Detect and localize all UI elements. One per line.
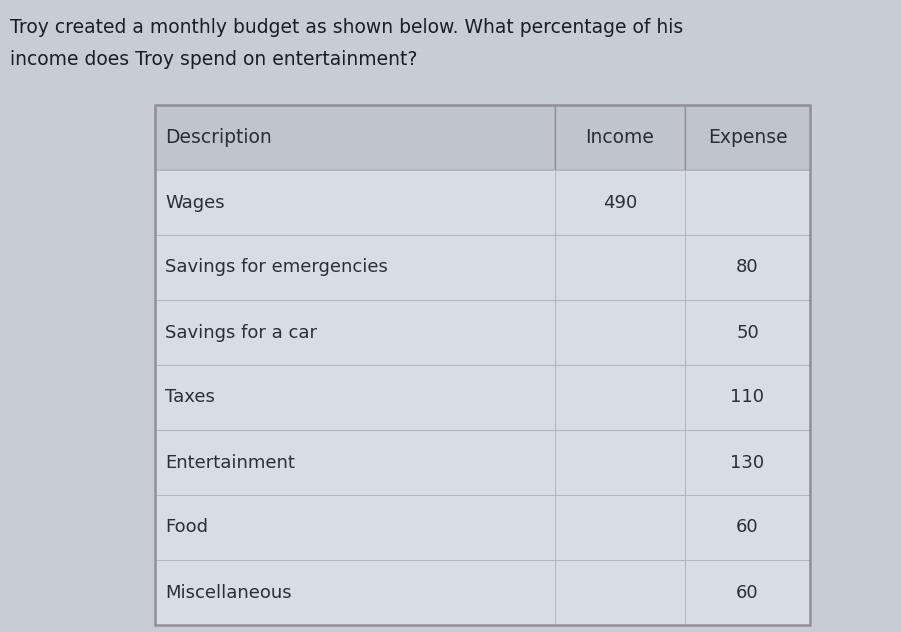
Bar (555, 495, 685, 560)
Text: Troy created a monthly budget as shown below. What percentage of his: Troy created a monthly budget as shown b… (10, 18, 683, 37)
Bar (155, 170, 555, 235)
Text: Description: Description (165, 128, 272, 147)
Text: 130: 130 (731, 454, 765, 471)
Bar (155, 235, 555, 300)
Text: Expense: Expense (707, 128, 787, 147)
Bar (555, 170, 685, 235)
Bar (685, 300, 810, 365)
Text: 490: 490 (603, 193, 637, 212)
Bar (155, 105, 810, 625)
Text: 50: 50 (736, 324, 759, 341)
Text: Savings for emergencies: Savings for emergencies (165, 258, 387, 277)
Bar (155, 105, 555, 170)
Text: Food: Food (165, 518, 208, 537)
Text: Taxes: Taxes (165, 389, 214, 406)
Bar (685, 495, 810, 560)
Bar (155, 365, 555, 430)
Bar (155, 495, 555, 560)
Bar (685, 430, 810, 495)
Bar (555, 300, 685, 365)
Bar (685, 365, 810, 430)
Bar (155, 430, 555, 495)
Bar (555, 105, 685, 170)
Text: Savings for a car: Savings for a car (165, 324, 317, 341)
Text: Income: Income (586, 128, 654, 147)
Bar (685, 560, 810, 625)
Bar (555, 560, 685, 625)
Bar (555, 235, 685, 300)
Text: Miscellaneous: Miscellaneous (165, 583, 292, 602)
Bar (685, 170, 810, 235)
Text: 110: 110 (731, 389, 765, 406)
Text: 60: 60 (736, 583, 759, 602)
Bar (155, 300, 555, 365)
Text: 80: 80 (736, 258, 759, 277)
Text: Entertainment: Entertainment (165, 454, 295, 471)
Bar (155, 560, 555, 625)
Bar (555, 430, 685, 495)
Text: 60: 60 (736, 518, 759, 537)
Bar (555, 365, 685, 430)
Bar (685, 105, 810, 170)
Text: income does Troy spend on entertainment?: income does Troy spend on entertainment? (10, 50, 417, 69)
Text: Wages: Wages (165, 193, 224, 212)
Bar (685, 235, 810, 300)
